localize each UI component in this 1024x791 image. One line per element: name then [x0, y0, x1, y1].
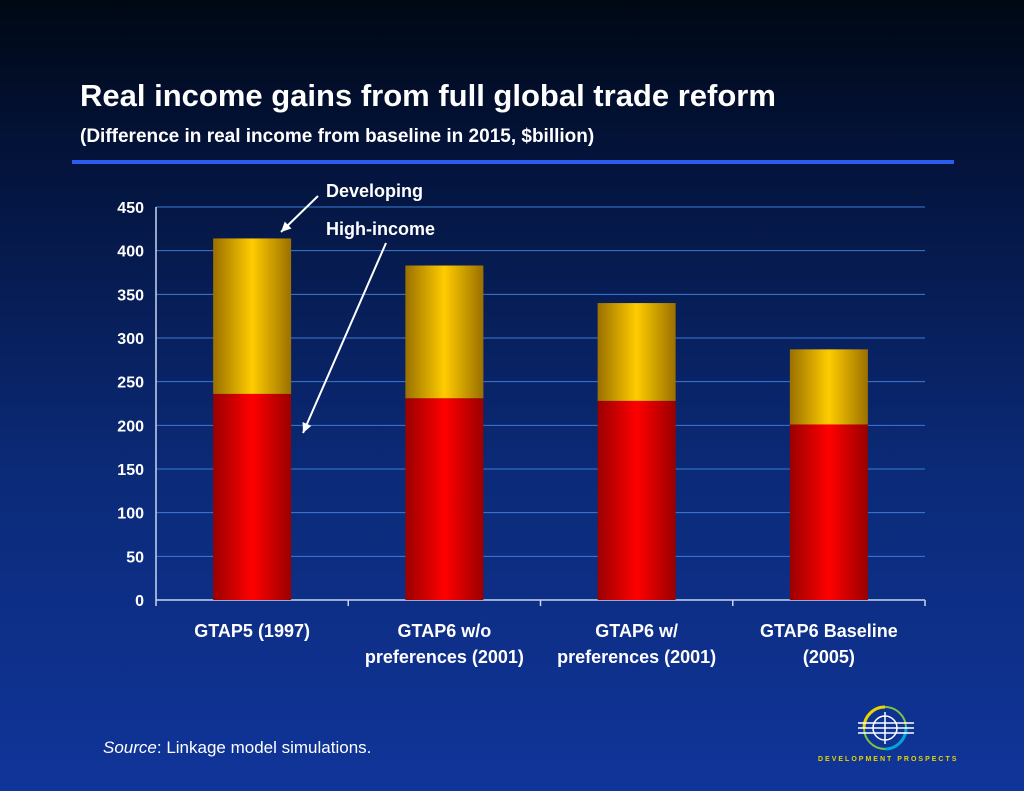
y-tick-label: 150 — [117, 462, 144, 479]
bar-high-income — [597, 400, 676, 600]
development-prospects-logo: DEVELOPMENT PROSPECTS — [818, 704, 959, 770]
x-tick-label: GTAP6 w/ — [595, 621, 678, 641]
source-label: Source — [103, 738, 157, 757]
bar-developing — [789, 349, 868, 425]
bar-high-income — [213, 393, 292, 600]
y-tick-label: 100 — [117, 506, 144, 523]
bar-developing — [213, 238, 292, 394]
x-tick-label: (2005) — [803, 647, 855, 667]
y-tick-label: 50 — [126, 549, 144, 566]
title-divider — [72, 160, 954, 164]
arrow-high-income-head — [302, 422, 312, 433]
x-tick-label: preferences (2001) — [557, 647, 716, 667]
y-tick-label: 300 — [117, 331, 144, 348]
logo-label: DEVELOPMENT PROSPECTS — [818, 756, 959, 763]
slide-title: Real income gains from full global trade… — [80, 78, 776, 113]
x-tick-label: GTAP6 w/o — [398, 621, 492, 641]
slide-subtitle: (Difference in real income from baseline… — [80, 126, 595, 147]
source-note: Source: Linkage model simulations. — [103, 738, 371, 758]
y-tick-label: 450 — [117, 200, 144, 217]
y-tick-label: 350 — [117, 287, 144, 304]
bar-developing — [597, 303, 676, 401]
y-tick-label: 200 — [117, 418, 144, 435]
bar-high-income — [789, 424, 868, 600]
x-tick-label: preferences (2001) — [365, 647, 524, 667]
bar-high-income — [405, 398, 484, 600]
y-tick-label: 0 — [135, 593, 144, 610]
annotation-high-income: High-income — [326, 219, 435, 239]
y-tick-label: 250 — [117, 375, 144, 392]
x-tick-label: GTAP6 Baseline — [760, 621, 898, 641]
arrow-developing-head — [281, 221, 292, 232]
annotation-developing: Developing — [326, 181, 423, 201]
bar-developing — [405, 265, 484, 399]
y-tick-label: 400 — [117, 244, 144, 261]
globe-logo-icon — [858, 705, 914, 751]
x-tick-label: GTAP5 (1997) — [194, 621, 310, 641]
arrow-high-income — [302, 242, 387, 434]
source-text: : Linkage model simulations. — [156, 738, 372, 757]
